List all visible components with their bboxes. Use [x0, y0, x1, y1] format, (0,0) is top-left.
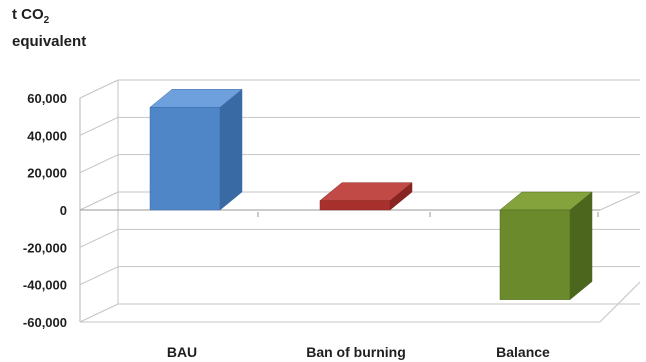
- x-tick-label: Ban of burning: [306, 344, 406, 360]
- gridline-diagonal: [79, 116, 119, 136]
- y-tick-label: 20,000: [27, 166, 67, 181]
- y-tick-label: -60,000: [23, 315, 67, 330]
- y-axis-title-line2: equivalent: [12, 33, 87, 50]
- y-tick-label: 40,000: [27, 128, 67, 143]
- y-tick-label: 0: [60, 203, 67, 218]
- floor-right-edge: [599, 281, 641, 323]
- bar-ban-of-burning: [319, 200, 391, 211]
- zero-plane-right-edge: [599, 191, 641, 211]
- gridline-diagonal: [79, 191, 119, 211]
- gridline-diagonal: [79, 303, 119, 323]
- gridline-diagonal: [79, 79, 119, 99]
- bar-bau: [149, 107, 221, 211]
- x-tick-label: BAU: [167, 344, 197, 360]
- bar-side-balance: [569, 191, 593, 301]
- y-axis-title-subscript: 2: [43, 15, 50, 26]
- y-axis-title: t CO2: [12, 6, 49, 26]
- y-tick-label: 60,000: [27, 91, 67, 106]
- y-tick-label: -20,000: [23, 240, 67, 255]
- y-tick-label: -40,000: [23, 278, 67, 293]
- bar-side-bau: [219, 88, 243, 211]
- y-axis-title-unit: t CO: [12, 6, 44, 23]
- x-tick-label: Balance: [496, 344, 550, 360]
- gridline-diagonal: [79, 266, 119, 286]
- bar-balance: [499, 209, 571, 300]
- gridline-diagonal: [79, 154, 119, 174]
- gridline-diagonal: [79, 228, 119, 248]
